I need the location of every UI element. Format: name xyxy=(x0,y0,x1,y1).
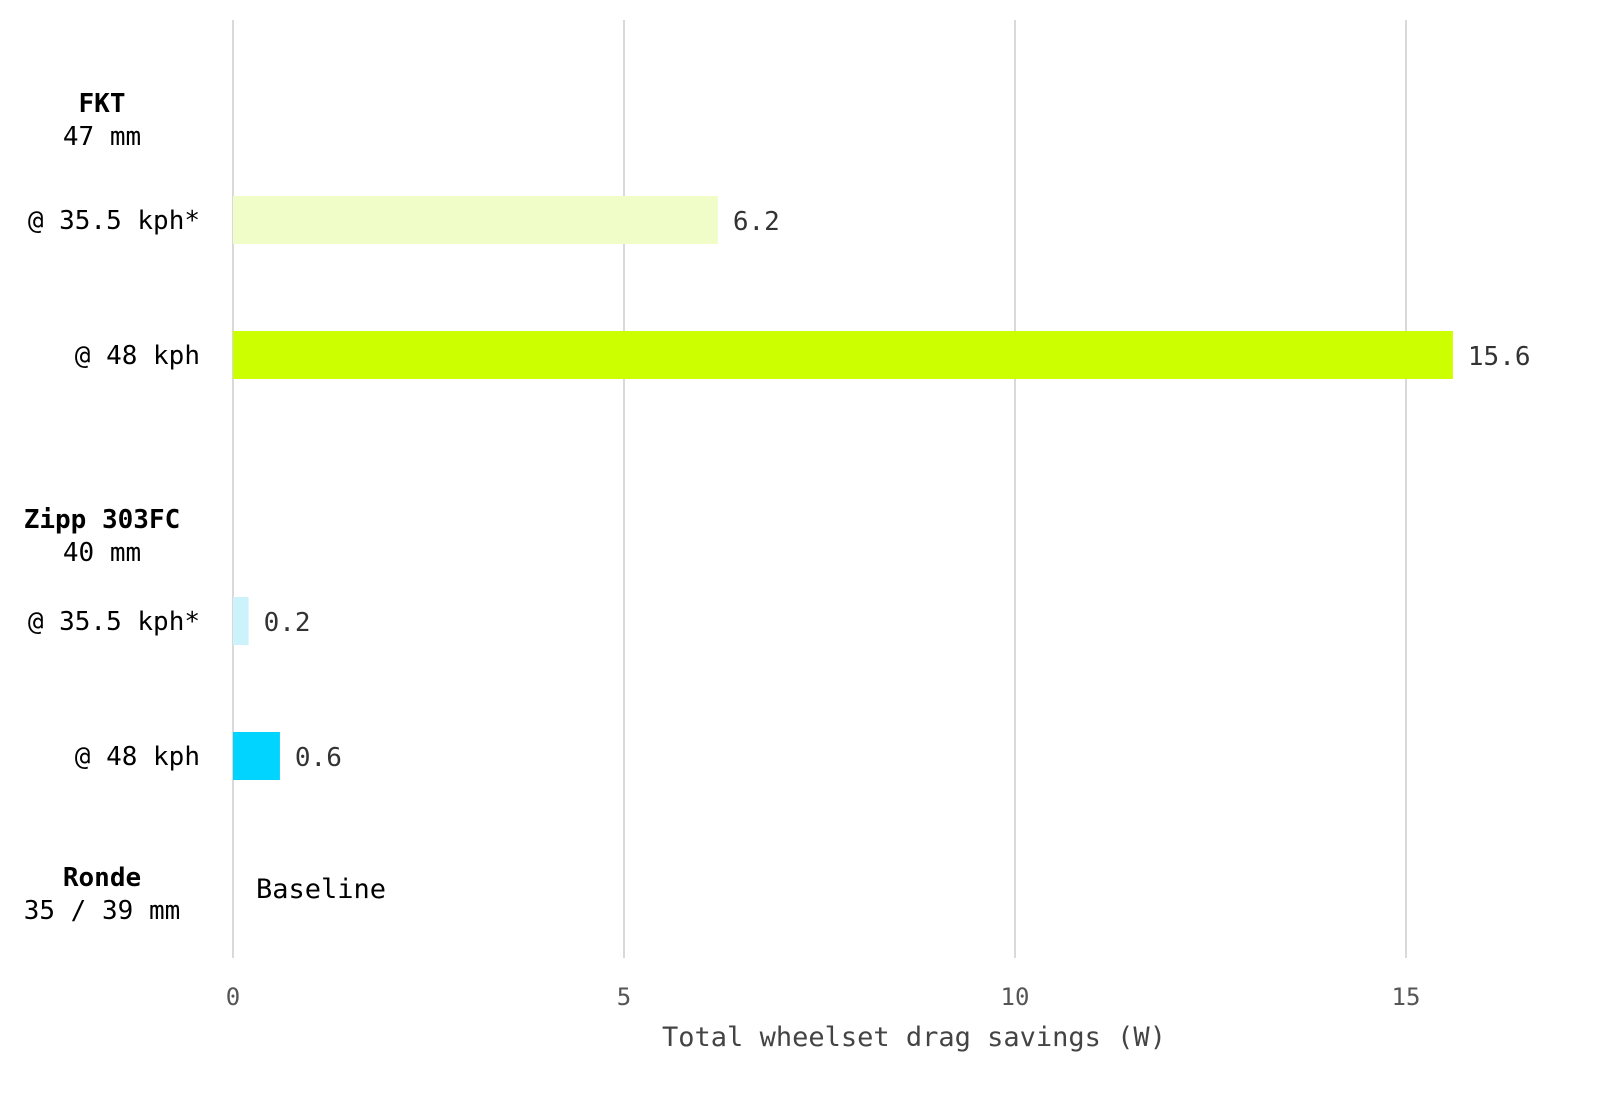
group-subtitle: 47 mm xyxy=(63,122,141,152)
grid-layer xyxy=(232,20,1407,958)
group-title: Ronde xyxy=(63,863,141,893)
bar-category-label: @ 35.5 kph* xyxy=(28,607,200,637)
bar xyxy=(233,331,1453,379)
group-title: Zipp 303FC xyxy=(24,505,181,535)
x-tick-label: 10 xyxy=(1001,983,1030,1011)
x-tick-label: 15 xyxy=(1392,983,1421,1011)
bar-category-label: @ 35.5 kph* xyxy=(28,206,200,236)
bar-value-label: 0.2 xyxy=(264,608,311,638)
x-tick-label: 0 xyxy=(226,983,240,1011)
group-title: FKT xyxy=(79,89,126,119)
bar-value-label: 0.6 xyxy=(295,743,342,773)
baseline-label: Baseline xyxy=(256,874,386,905)
bar-category-label: @ 48 kph xyxy=(75,742,200,772)
bar-category-label: @ 48 kph xyxy=(75,341,200,371)
group-subtitle: 40 mm xyxy=(63,538,141,568)
x-axis-ticks: 0 5 10 15 xyxy=(226,983,1421,1011)
group-subtitle: 35 / 39 mm xyxy=(24,896,181,926)
bar xyxy=(233,196,718,244)
x-tick-label: 5 xyxy=(617,983,631,1011)
bar-value-label: 6.2 xyxy=(733,207,780,237)
bar xyxy=(233,597,249,645)
bars-layer xyxy=(233,196,1453,780)
x-axis-title: Total wheelset drag savings (W) xyxy=(662,1022,1166,1053)
bar xyxy=(233,732,280,780)
bar-value-label: 15.6 xyxy=(1468,342,1531,372)
